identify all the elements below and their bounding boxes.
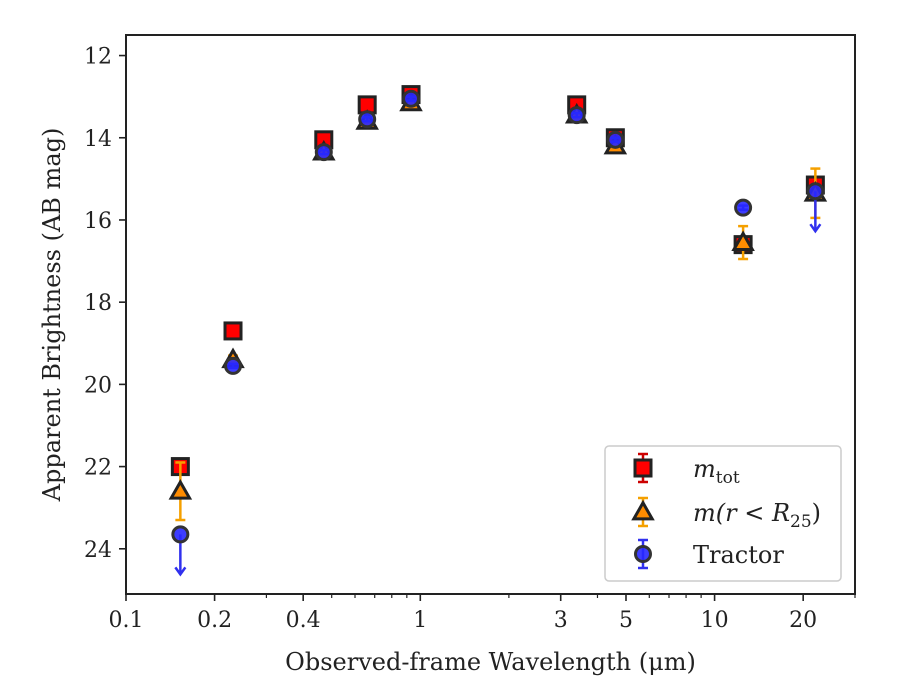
circle-marker (224, 356, 243, 375)
y-axis-label: Apparent Brightness (AB mag) (38, 128, 66, 503)
legend-box (604, 445, 842, 582)
triangle-point (731, 224, 755, 261)
circle-point (314, 143, 333, 162)
circle-marker (567, 106, 586, 125)
circle-marker (171, 525, 190, 544)
circle-point (806, 182, 825, 234)
triangle-point (168, 461, 193, 522)
y-tick-label: 20 (84, 373, 112, 398)
circle-marker (402, 89, 421, 108)
legend-label-main: m (693, 455, 716, 483)
legend-label-tail: ) (812, 499, 821, 527)
legend-label: Tractor (693, 541, 784, 569)
y-tick-label: 24 (84, 538, 112, 563)
circle-marker (314, 143, 333, 162)
x-tick-label: 3 (554, 608, 568, 633)
upper-limit-head (174, 566, 187, 577)
legend-entry: Tractor (634, 538, 784, 570)
x-tick-label: 5 (619, 608, 633, 633)
square-marker (223, 321, 243, 341)
x-tick-label: 20 (789, 608, 817, 633)
x-tick-label: 0.4 (286, 608, 321, 633)
upper-limit-head (809, 223, 822, 234)
circle-point (402, 89, 421, 108)
y-axis: 12 14 16 18 20 22 24 (84, 45, 126, 563)
circle-point (171, 525, 190, 577)
square-point (223, 321, 243, 341)
legend-label: mtot (693, 455, 740, 488)
legend-label: m(r < R25) (693, 499, 821, 532)
plot-area (168, 85, 828, 577)
legend-square-marker (633, 458, 653, 478)
y-tick-label: 14 (84, 127, 112, 152)
circle-point (224, 356, 243, 375)
circle-marker (806, 182, 825, 201)
circle-point (567, 106, 586, 125)
series-circle (171, 89, 825, 577)
legend-label-subscript: 25 (790, 512, 812, 532)
legend-entry: mtot (633, 452, 740, 488)
y-tick-label: 12 (84, 45, 112, 70)
triangle-marker (731, 230, 755, 251)
x-axis: 0.1 0.2 0.4 1 3 5 10 20 (109, 594, 856, 633)
legend-entry: m(r < R25) (631, 496, 821, 532)
circle-marker (734, 198, 753, 217)
legend-circle-marker (634, 545, 652, 563)
triangle-marker (168, 479, 193, 500)
x-tick-label: 10 (701, 608, 729, 633)
legend-label-subscript: tot (716, 468, 740, 488)
legend-label-main: Tractor (693, 541, 784, 569)
x-axis-label: Observed-frame Wavelength (μm) (285, 648, 696, 676)
circle-point (734, 198, 753, 217)
y-tick-label: 16 (84, 209, 112, 234)
x-tick-label: 1 (413, 608, 427, 633)
x-tick-label: 0.1 (109, 608, 144, 633)
x-tick-label: 0.2 (197, 608, 232, 633)
circle-point (358, 110, 377, 129)
y-tick-label: 22 (84, 456, 112, 481)
y-tick-label: 18 (84, 291, 112, 316)
circle-point (606, 130, 625, 149)
legend: mtot m(r < R25) Tractor (604, 445, 842, 582)
plot-frame (125, 34, 856, 595)
legend-label-main: m(r < R (693, 499, 790, 527)
legend-triangle-marker (631, 499, 655, 521)
circle-marker (606, 130, 625, 149)
circle-marker (358, 110, 377, 129)
